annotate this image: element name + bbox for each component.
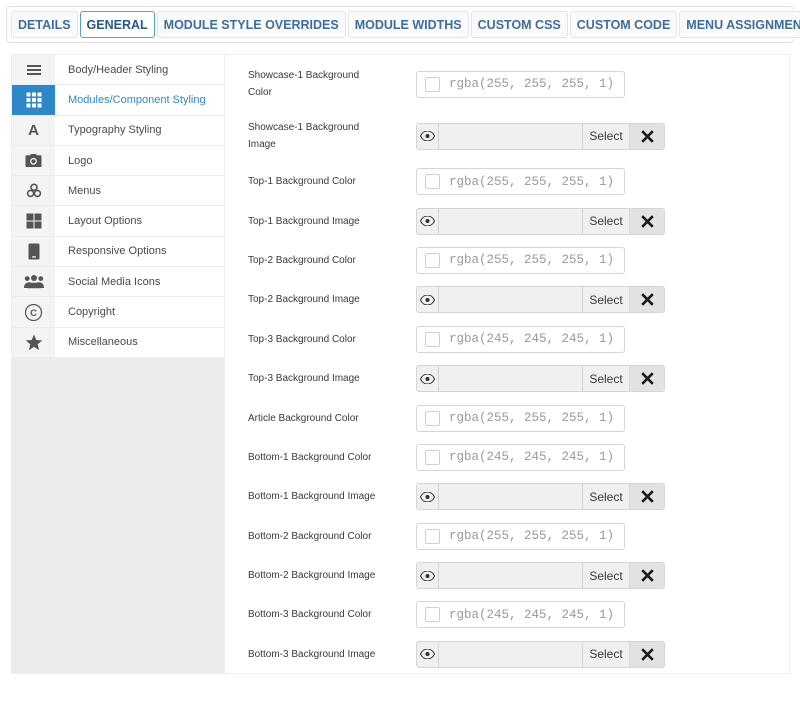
svg-text:C: C (30, 308, 37, 319)
